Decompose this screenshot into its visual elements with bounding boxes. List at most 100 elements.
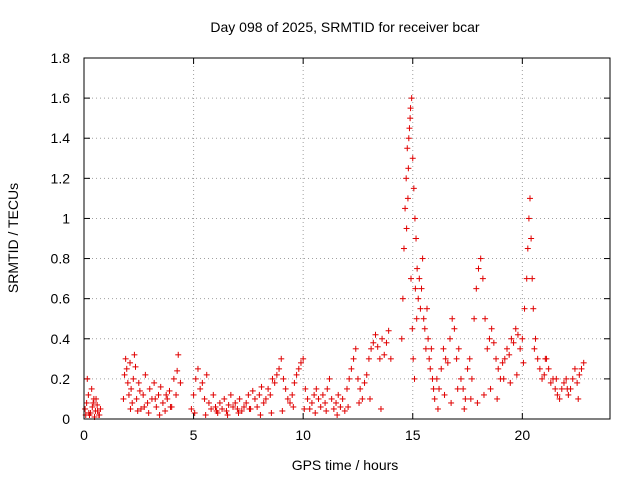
data-point: [84, 375, 91, 382]
data-point: [173, 391, 180, 398]
data-point: [153, 403, 160, 410]
data-point: [238, 407, 245, 414]
data-point: [357, 385, 364, 392]
data-point: [441, 391, 448, 398]
data-point: [152, 395, 159, 402]
data-point: [205, 399, 212, 406]
data-point: [473, 285, 480, 292]
x-tick-label: 15: [405, 427, 421, 443]
data-point: [477, 255, 484, 262]
data-point: [449, 315, 456, 322]
data-point: [208, 405, 215, 412]
data-point: [398, 335, 405, 342]
data-point: [480, 391, 487, 398]
data-point: [83, 399, 90, 406]
data-point: [190, 391, 197, 398]
data-point: [451, 325, 458, 332]
data-point: [166, 387, 173, 394]
data-point: [403, 225, 410, 232]
data-point: [323, 407, 330, 414]
data-point: [127, 405, 134, 412]
data-point: [436, 385, 443, 392]
data-point: [565, 391, 572, 398]
data-point: [170, 375, 177, 382]
data-point: [354, 375, 361, 382]
data-point: [304, 395, 311, 402]
data-point: [127, 359, 134, 366]
data-point: [162, 407, 169, 414]
data-point: [421, 325, 428, 332]
data-point: [521, 305, 528, 312]
data-point: [146, 385, 153, 392]
data-point: [513, 371, 520, 378]
data-point: [571, 365, 578, 372]
x-tick-label: 5: [190, 427, 198, 443]
data-point: [350, 355, 357, 362]
data-point: [260, 399, 267, 406]
data-point: [365, 355, 372, 362]
data-point: [256, 391, 263, 398]
data-point: [402, 205, 409, 212]
data-point: [289, 391, 296, 398]
data-point: [425, 335, 432, 342]
data-point: [267, 391, 274, 398]
data-point: [278, 355, 285, 362]
data-point: [306, 405, 313, 412]
data-point: [337, 403, 344, 410]
data-point: [525, 215, 532, 222]
data-point: [312, 409, 319, 416]
data-point: [490, 339, 497, 346]
data-point: [575, 395, 582, 402]
data-point: [578, 365, 585, 372]
data-point: [197, 385, 204, 392]
data-point: [467, 395, 474, 402]
data-point: [315, 395, 322, 402]
data-point: [387, 355, 394, 362]
data-point: [466, 355, 473, 362]
data-point: [531, 345, 538, 352]
data-point: [254, 403, 261, 410]
data-point: [359, 395, 366, 402]
data-point: [519, 335, 526, 342]
data-point: [534, 355, 541, 362]
chart-title: Day 098 of 2025, SRMTID for receiver bca…: [210, 19, 480, 35]
data-point: [234, 405, 241, 412]
data-point: [94, 407, 101, 414]
data-point: [377, 405, 384, 412]
data-point: [542, 355, 549, 362]
data-point: [227, 391, 234, 398]
y-tick-label: 0.8: [51, 251, 71, 267]
data-point: [494, 395, 501, 402]
data-point: [506, 351, 513, 358]
data-point: [493, 355, 500, 362]
data-point: [135, 379, 142, 386]
data-point: [199, 379, 206, 386]
data-point: [219, 405, 226, 412]
data-point: [132, 363, 139, 370]
data-point: [430, 385, 437, 392]
data-point: [486, 335, 493, 342]
y-tick-label: 1.4: [51, 130, 71, 146]
data-point: [427, 365, 434, 372]
data-point: [131, 351, 138, 358]
data-point: [500, 375, 507, 382]
data-point: [554, 391, 561, 398]
data-point: [487, 385, 494, 392]
data-point: [324, 385, 331, 392]
data-point: [408, 95, 415, 102]
data-point: [240, 403, 247, 410]
data-point: [243, 399, 250, 406]
data-point: [552, 385, 559, 392]
data-point: [295, 365, 302, 372]
data-point: [85, 391, 92, 398]
data-point: [413, 235, 420, 242]
data-point: [363, 371, 370, 378]
data-point: [124, 379, 131, 386]
data-point: [136, 387, 143, 394]
data-point: [175, 351, 182, 358]
data-point: [344, 385, 350, 392]
data-point: [547, 379, 554, 386]
data-point: [201, 395, 208, 402]
data-point: [404, 195, 411, 202]
data-point: [406, 125, 413, 132]
